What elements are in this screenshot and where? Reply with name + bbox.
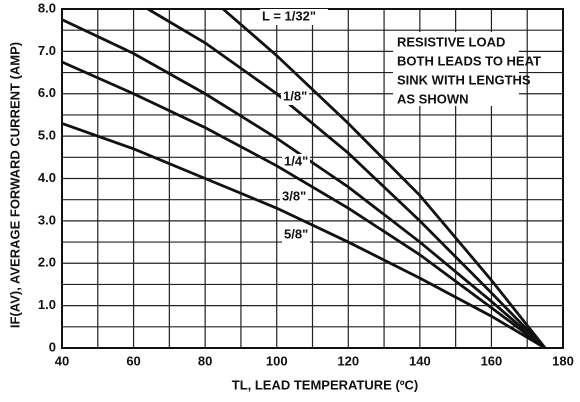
- x-tick-label: 140: [409, 353, 431, 368]
- y-tick-label: 4.0: [38, 170, 56, 185]
- y-axis-label: IF(AV), AVERAGE FORWARD CURRENT (AMP): [7, 42, 22, 328]
- line-series: [222, 7, 547, 349]
- series-label-bg: [281, 89, 309, 105]
- x-tick-label: 100: [266, 353, 288, 368]
- x-tick-label: 160: [481, 353, 503, 368]
- series-label: 5/8": [284, 226, 308, 241]
- y-tick-label: 7.0: [38, 43, 56, 58]
- annotation-bg: [393, 32, 519, 106]
- y-tick-label: 6.0: [38, 85, 56, 100]
- line-series: [61, 18, 547, 350]
- annotation: RESISTIVE LOAD: [397, 34, 505, 49]
- series-label-bg: [260, 9, 328, 25]
- annotation: AS SHOWN: [397, 91, 469, 106]
- y-tick-label: 5.0: [38, 128, 56, 143]
- y-tick-label: 3.0: [38, 212, 56, 227]
- series-label: L = 1/32": [262, 8, 316, 23]
- series-label: 3/8": [282, 188, 306, 203]
- y-tick-label: 1.0: [38, 297, 56, 312]
- y-tick-label: 8.0: [38, 0, 56, 15]
- x-tick-label: 60: [126, 353, 140, 368]
- x-tick-label: 40: [55, 353, 69, 368]
- line-series: [61, 122, 546, 350]
- annotation: SINK WITH LENGTHS: [397, 72, 531, 87]
- x-tick-label: 80: [198, 353, 212, 368]
- y-tick-label: 0: [49, 339, 56, 354]
- series-label-bg: [282, 227, 310, 243]
- x-tick-label: 120: [337, 353, 359, 368]
- series-label: 1/4": [284, 153, 308, 168]
- annotation: BOTH LEADS TO HEAT: [397, 53, 541, 68]
- line-series: [147, 7, 547, 349]
- x-tick-label: 180: [552, 353, 574, 368]
- x-axis-label: TL, LEAD TEMPERATURE (ºC): [232, 377, 419, 392]
- series-label-bg: [282, 154, 310, 170]
- series-label-bg: [280, 189, 308, 205]
- y-tick-label: 2.0: [38, 255, 56, 270]
- series-label: 1/8": [283, 88, 307, 103]
- line-series: [61, 60, 546, 350]
